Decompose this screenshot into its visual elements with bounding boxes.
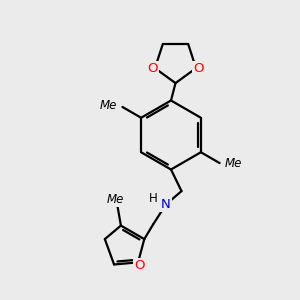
Text: O: O — [193, 62, 203, 75]
Text: Me: Me — [100, 99, 117, 112]
Text: Me: Me — [107, 193, 124, 206]
Text: O: O — [148, 62, 158, 75]
Text: N: N — [161, 198, 171, 211]
Text: O: O — [134, 260, 145, 272]
Text: H: H — [149, 191, 158, 205]
Text: Me: Me — [225, 157, 242, 169]
